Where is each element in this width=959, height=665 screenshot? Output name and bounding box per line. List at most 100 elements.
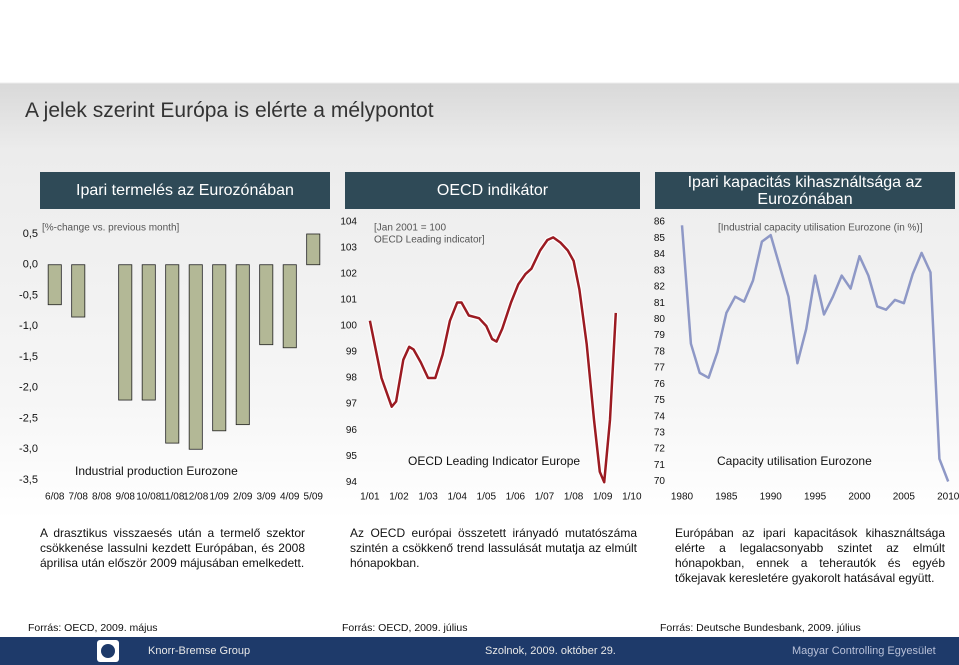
y-tick-label: 83 [654,265,666,276]
x-tick-label: 2/09 [233,492,253,503]
y-tick-label: 72 [654,444,666,455]
x-tick-label: 5/09 [304,492,324,503]
panel-header: Ipari termelés az Eurozónában [40,172,330,209]
y-tick-label: 0,0 [23,259,38,271]
bar [71,264,86,318]
x-tick-label: 1/01 [360,492,380,503]
x-tick-label: 1/08 [564,492,584,503]
x-tick-label: 2005 [893,492,916,503]
place-date: Szolnok, 2009. október 29. [485,645,616,657]
x-tick-label: 1990 [760,492,783,503]
x-tick-label: 1/06 [506,492,526,503]
x-tick-label: 7/08 [69,492,89,503]
y-tick-label: 102 [340,269,357,280]
bar [188,264,203,450]
x-tick-label: 12/08 [183,492,208,503]
y-tick-label: 94 [346,477,358,488]
organization: Magyar Controlling Egyesület [792,645,936,657]
source: Forrás: OECD, 2009. július [342,622,468,634]
y-tick-label: 77 [654,363,666,374]
subtitle: OECD Leading indicator] [374,235,485,246]
bar [118,264,133,401]
y-tick-label: -1,5 [19,351,38,363]
y-tick-label: 0,5 [23,228,38,240]
y-tick-label: 97 [346,399,358,410]
y-tick-label: 79 [654,330,666,341]
y-tick-label: 75 [654,395,666,406]
x-tick-label: 11/08 [160,492,185,503]
bar [47,264,62,306]
note: A drasztikus visszaesés után a termelő s… [40,526,305,570]
line [368,236,618,484]
y-tick-label: 85 [654,233,666,244]
x-tick-label: 9/08 [116,492,136,503]
note: Európában az ipari kapacitások kihasznál… [675,526,945,585]
subtitle: [Jan 2001 = 100 [374,223,446,234]
logo [97,640,119,662]
x-tick-label: 4/09 [280,492,300,503]
y-tick-label: 104 [340,216,357,227]
charts: 0,5 0,0 -0,5 -1,0 -1,5 -2,0 -2,5 -3,0 -3,5 [%-cha… [19,216,959,503]
line [680,225,950,482]
y-tick-label: 103 [340,242,357,253]
footer-bar: Knorr-Bremse Group Szolnok, 2009. októbe… [0,637,959,665]
y-tick-label: 74 [654,411,666,422]
legend-label: OECD Leading Indicator Europe [408,454,580,468]
y-tick-label: 70 [654,476,666,487]
x-tick-label: 1/04 [447,492,467,503]
source: Forrás: OECD, 2009. május [28,622,158,634]
y-tick-label: 81 [654,298,666,309]
y-tick-label: 84 [654,249,666,260]
y-tick-label: 96 [346,425,358,436]
y-tick-label: 86 [654,217,666,228]
bar [212,264,227,432]
y-tick-label: 78 [654,346,666,357]
x-tick-label: 3/09 [257,492,277,503]
y-tick-label: 71 [654,460,666,471]
y-tick-label: 73 [654,428,666,439]
legend-label: Industrial production Eurozone [75,464,238,478]
y-tick-label: -3,5 [19,474,38,486]
source: Forrás: Deutsche Bundesbank, 2009. júliu… [660,622,861,634]
bar [141,264,156,401]
x-tick-label: 1/05 [477,492,497,503]
y-tick-label: 98 [346,373,358,384]
bar [259,264,274,346]
y-tick-label: 95 [346,451,358,462]
bar [306,233,321,266]
line-halo [367,234,619,485]
y-tick-label: 82 [654,282,666,293]
x-tick-label: 1995 [804,492,827,503]
y-tick-label: -3,0 [19,443,38,455]
y-tick-label: 99 [346,347,358,358]
y-tick-label: 101 [340,295,357,306]
x-tick-label: 1/09 [210,492,230,503]
legend-label: Capacity utilisation Eurozone [717,454,872,468]
panel-header: Ipari kapacitás kihasználtsága az Eurozó… [655,172,955,209]
subtitle: [%-change vs. previous month] [42,223,180,234]
note: Az OECD európai összetett irányadó mutat… [350,526,637,570]
x-tick-label: 2010 [937,492,959,503]
y-tick-label: -0,5 [19,289,38,301]
x-tick-label: 1985 [715,492,738,503]
company: Knorr-Bremse Group [148,645,251,657]
x-tick-label: 1/10 [622,492,642,503]
x-tick-label: 6/08 [45,492,65,503]
x-tick-label: 1980 [671,492,694,503]
x-tick-label: 1/03 [418,492,438,503]
logo-mark [101,644,115,658]
y-tick-label: -1,0 [19,320,38,332]
bar [282,264,297,349]
x-tick-label: 1/02 [389,492,409,503]
bar [235,264,250,426]
y-tick-label: 80 [654,314,666,325]
y-tick-label: 100 [340,321,357,332]
y-tick-label: -2,0 [19,382,38,394]
panel-header: OECD indikátor [345,172,640,209]
y-tick-label: -2,5 [19,412,38,424]
x-tick-label: 8/08 [92,492,112,503]
bar [165,264,180,444]
subtitle: [Industrial capacity utilisation Eurozon… [718,223,923,234]
x-tick-label: 1/07 [535,492,555,503]
